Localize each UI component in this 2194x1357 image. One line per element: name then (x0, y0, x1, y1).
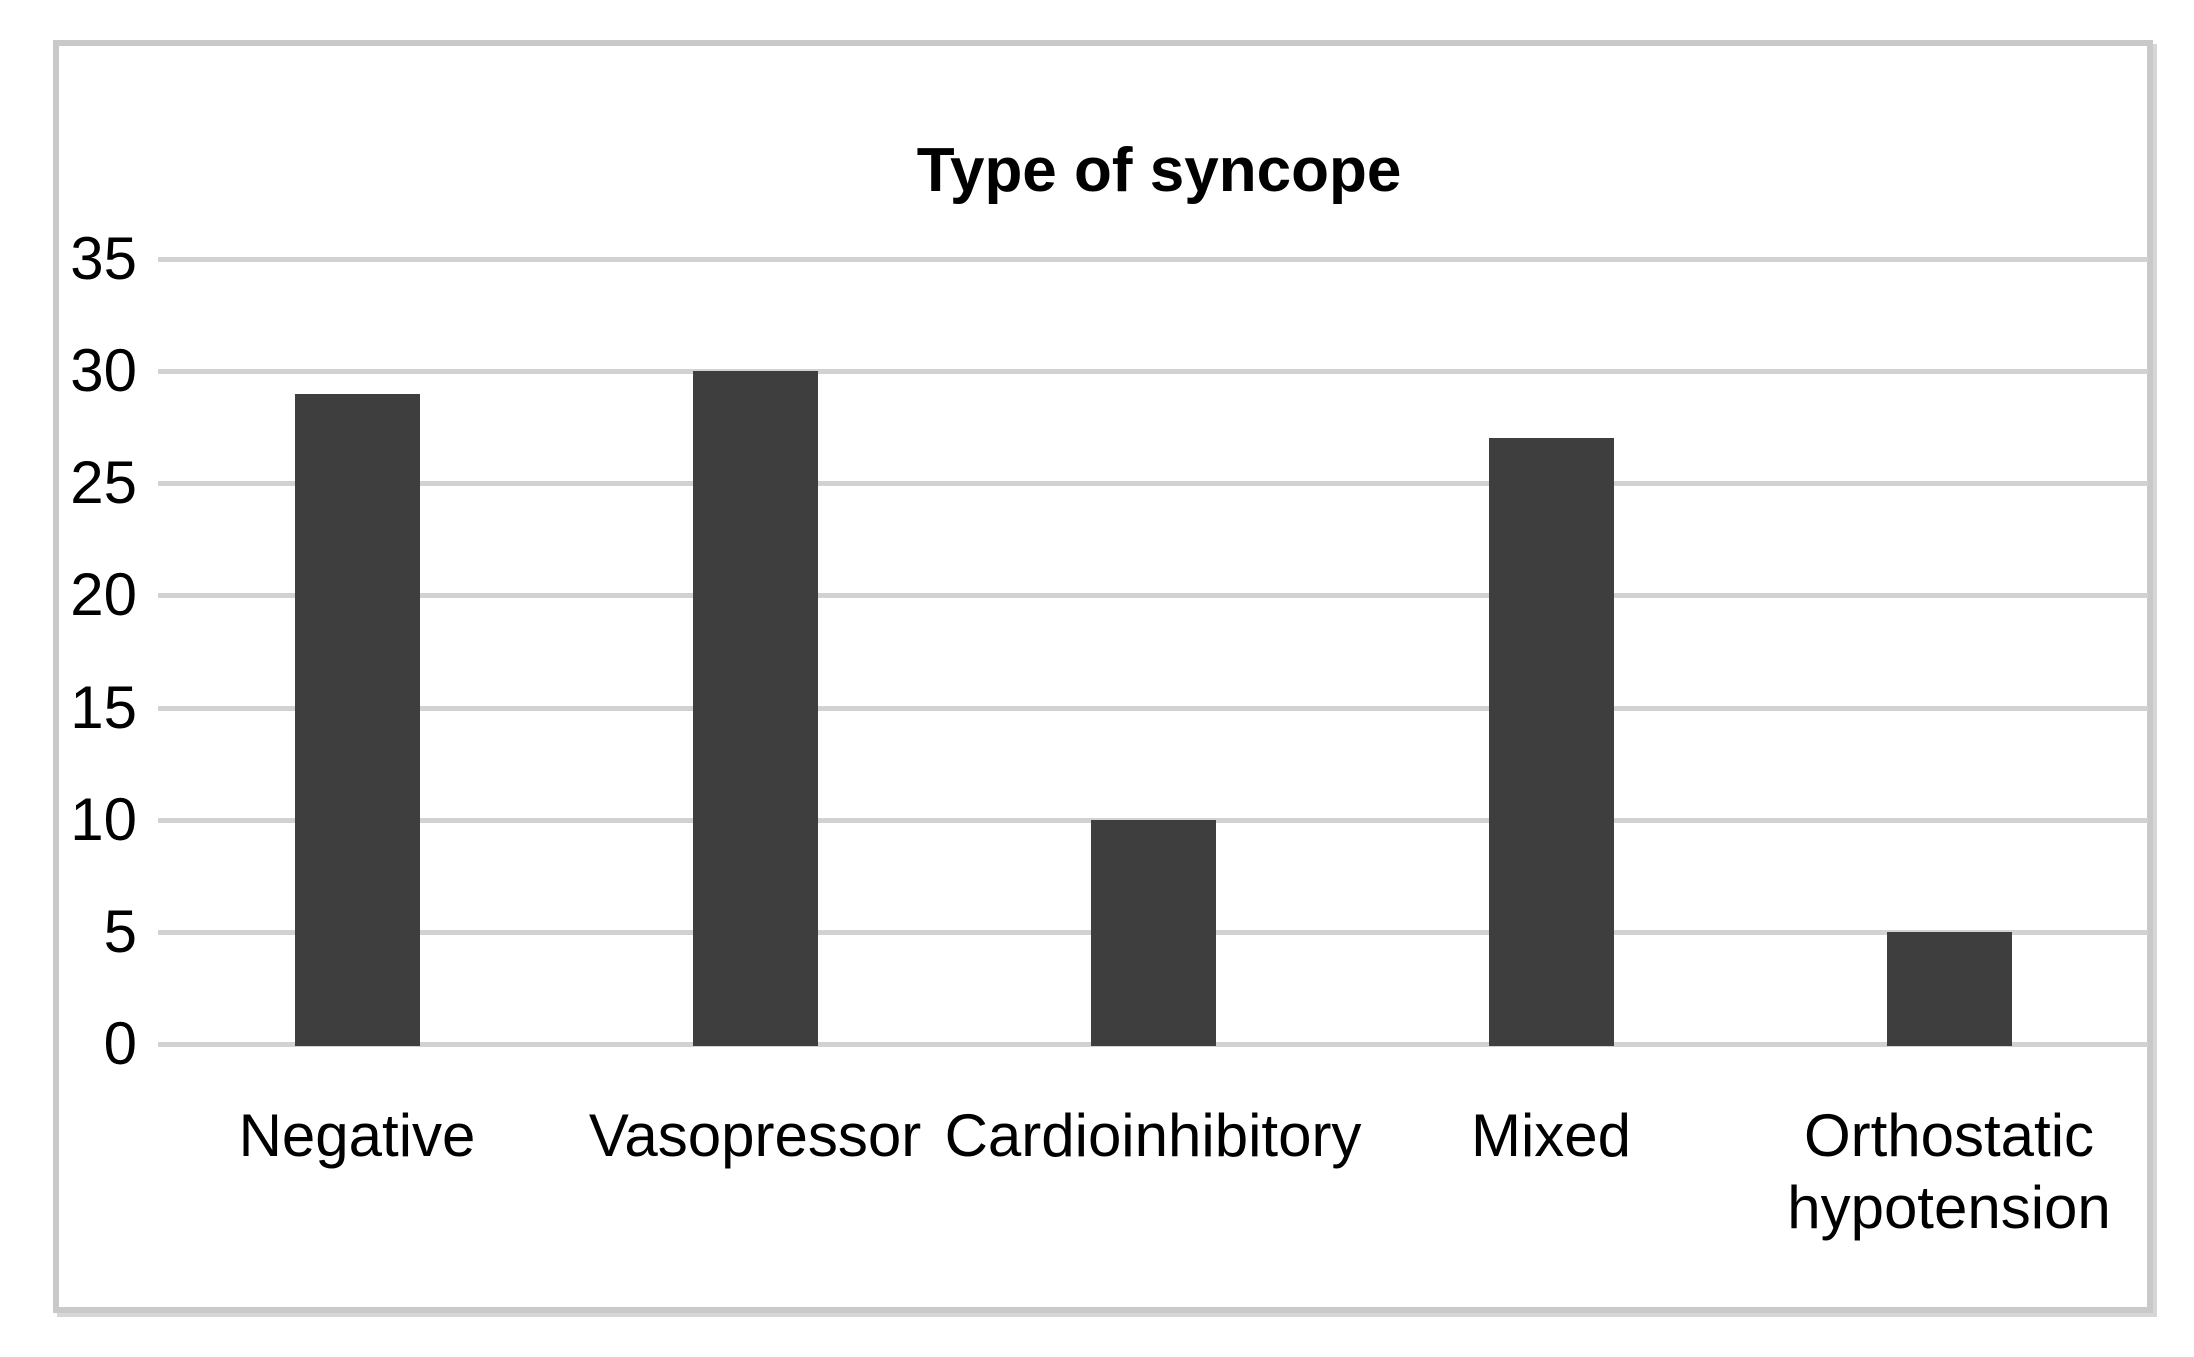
gridline-20 (158, 593, 2148, 599)
x-axis-label-orthostatic-hypotension: Orthostatic hypotension (1787, 1102, 2111, 1241)
y-tick-label-25: 25 (70, 449, 137, 517)
y-tick-label-15: 15 (70, 673, 137, 741)
bar-negative (294, 393, 420, 1046)
bar-mixed (1488, 438, 1614, 1046)
gridline-25 (158, 481, 2148, 487)
chart-title: Type of syncope (916, 136, 1402, 205)
y-tick-label-30: 30 (70, 337, 137, 405)
x-axis-label-cardioinhibitory: Cardioinhibitory (944, 1102, 1362, 1169)
y-tick-label-5: 5 (103, 897, 137, 965)
gridline-30 (158, 369, 2148, 375)
y-tick-label-35: 35 (70, 224, 137, 292)
y-tick-label-0: 0 (103, 1010, 137, 1077)
y-tick-label-10: 10 (70, 785, 137, 853)
bar-vasopressor (692, 371, 818, 1046)
bar-cardioinhibitory (1090, 819, 1216, 1046)
x-axis-label-negative: Negative (238, 1102, 476, 1169)
x-axis-label-vasopressor: Vasopressor (588, 1102, 922, 1169)
gridline-15 (158, 705, 2148, 711)
figure-frame: Type of syncope 0 5 10 15 20 25 30 35 Negative Va… (53, 40, 2153, 1313)
x-axis-label-mixed: Mixed (1470, 1102, 1632, 1169)
gridline-35 (158, 256, 2148, 262)
y-tick-label-20: 20 (70, 561, 137, 629)
bar-orthostatic-hypotension (1886, 931, 2012, 1046)
